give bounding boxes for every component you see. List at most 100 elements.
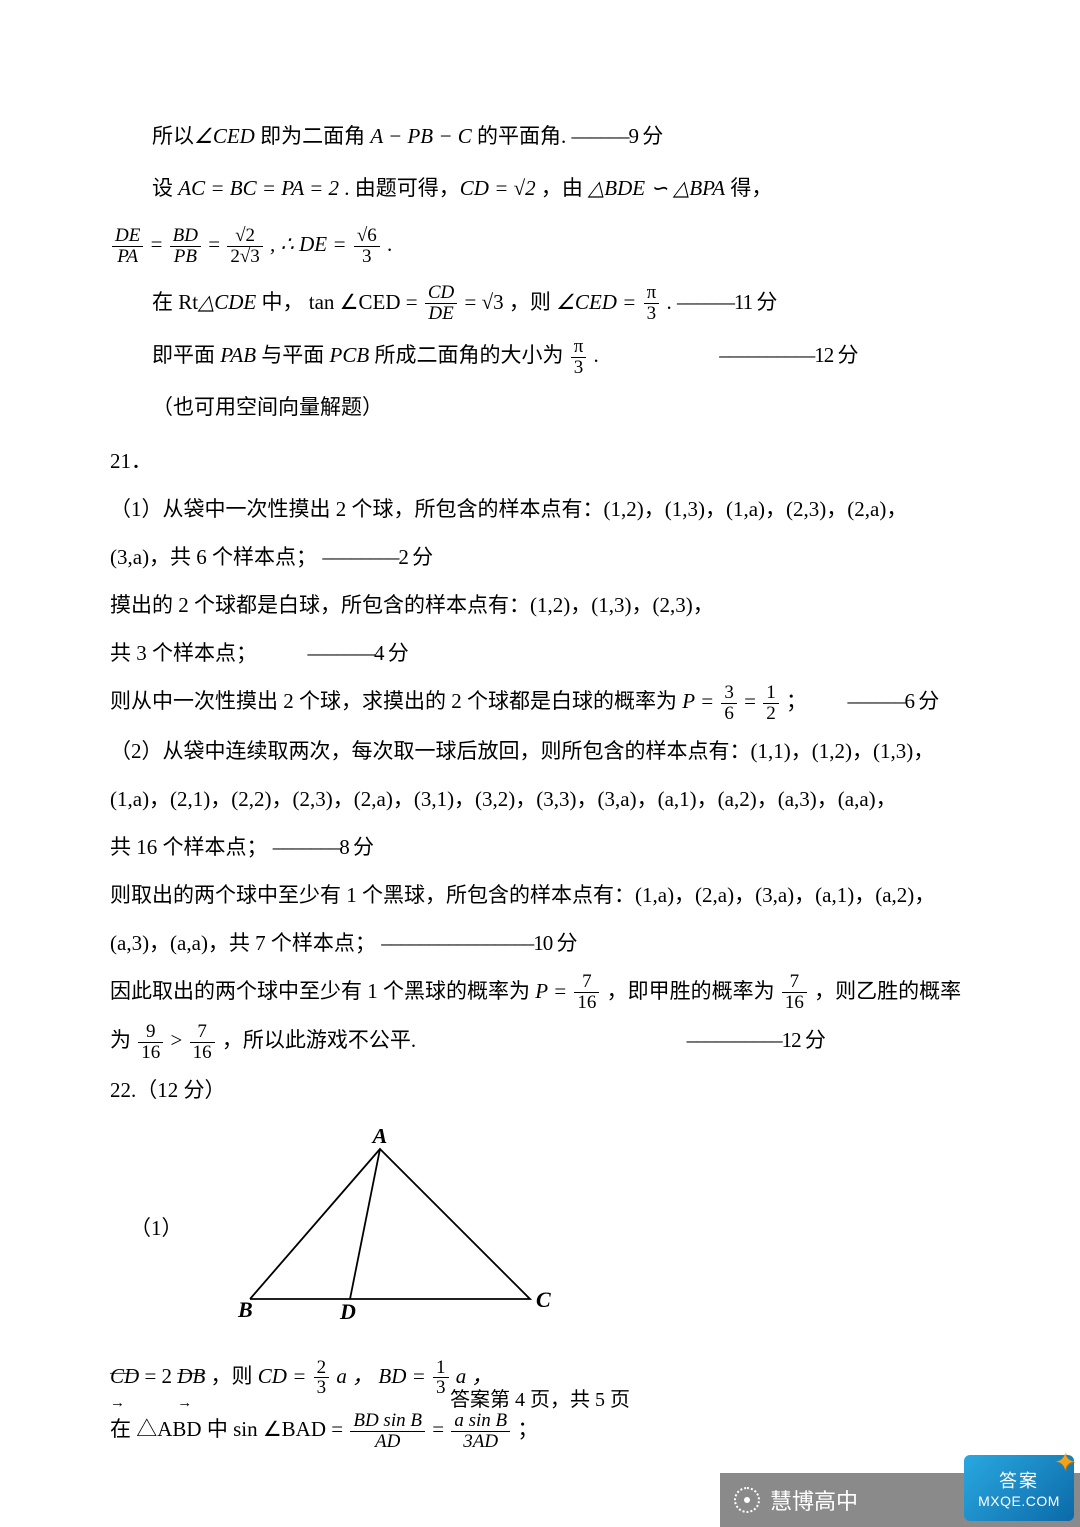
frac-3-6: 36 bbox=[721, 683, 737, 724]
den: 16 bbox=[138, 1043, 163, 1063]
num: 7 bbox=[782, 972, 807, 993]
gt: > bbox=[171, 1028, 188, 1052]
dot: . bbox=[387, 232, 392, 256]
eq: = bbox=[208, 232, 225, 256]
num: a sin B bbox=[451, 1411, 510, 1432]
txt: . 由题可得， bbox=[339, 176, 460, 200]
score-dash: ––––––––––12 分 bbox=[719, 343, 857, 367]
txt: 则取出的两个球中至少有 1 个黑球，所包含的样本点有： bbox=[110, 883, 635, 907]
tan: tan ∠CED = bbox=[309, 290, 423, 314]
q21-9: (a,3)，(a,a)，共 7 个样本点； ––––––––––––––––10… bbox=[110, 922, 970, 964]
score-dash: ­­­­­­­­­­­­­­­­­­­­­­­­­­­­­­­­­­––––––… bbox=[572, 124, 663, 148]
sin: sin ∠BAD = bbox=[233, 1417, 348, 1441]
p: P = bbox=[682, 689, 719, 713]
txt: 因此取出的两个球中至少有 1 个黑球的概率为 bbox=[110, 979, 535, 1003]
txt: 所成二面角的大小为 bbox=[369, 343, 563, 367]
txt: (3,a)，共 6 个样本点； bbox=[110, 545, 317, 569]
txt: (a,3)，(a,a)，共 7 个样本点； bbox=[110, 931, 376, 955]
badge-bottom: MXQE.COM bbox=[978, 1493, 1060, 1509]
q21-1b: (3,a)，共 6 个样本点； ––––––––2 分 bbox=[110, 536, 970, 578]
q21-7: 共 16 个样本点； –––––––8 分 bbox=[110, 826, 970, 868]
den: 16 bbox=[782, 993, 807, 1013]
txt: ； bbox=[786, 689, 807, 713]
num: CD bbox=[425, 283, 457, 304]
num: 3 bbox=[721, 683, 737, 704]
frac-pi3: π3 bbox=[644, 283, 660, 324]
frac-asinb: a sin B3AD bbox=[451, 1411, 510, 1452]
txt: 在 △ABD 中 bbox=[110, 1417, 233, 1441]
line-5: 即平面 PAB 与平面 PCB 所成二面角的大小为 π3 . –––––––––… bbox=[110, 334, 970, 378]
q21-10: 因此取出的两个球中至少有 1 个黑球的概率为 P = 716 ，即甲胜的概率为 … bbox=[110, 970, 970, 1014]
q21-heading: 21． bbox=[110, 440, 970, 482]
den: 2√3 bbox=[227, 247, 262, 267]
q21-8: 则取出的两个球中至少有 1 个黑球，所包含的样本点有：(1,a)，(2,a)，(… bbox=[110, 874, 970, 916]
eq: = bbox=[432, 1417, 449, 1441]
num: π bbox=[644, 283, 660, 304]
watermark-logo-icon bbox=[734, 1487, 760, 1513]
txt: 得， bbox=[725, 176, 772, 200]
txt: 所以 bbox=[152, 124, 194, 148]
pcb: PCB bbox=[330, 343, 370, 367]
pts: (1,1)，(1,2)，(1,3)， bbox=[751, 739, 935, 763]
txt: 设 bbox=[152, 176, 178, 200]
den: 3 bbox=[644, 304, 660, 324]
line-1: 所以∠CED 即为二面角 A − PB − C 的平面角. ­­­­­­­­­­… bbox=[110, 115, 970, 157]
den: 3 bbox=[354, 247, 380, 267]
den: 6 bbox=[721, 704, 737, 724]
den: 2 bbox=[763, 704, 779, 724]
q21-3: 共 3 个样本点； –––––––4 分 bbox=[110, 632, 970, 674]
txt: ，即甲胜的概率为 bbox=[607, 979, 775, 1003]
pts: (1,2)，(1,3)，(1,a)，(2,3)，(2,a)， bbox=[604, 497, 908, 521]
den: 16 bbox=[574, 993, 599, 1013]
num: 2 bbox=[314, 1358, 330, 1379]
den: AD bbox=[350, 1432, 425, 1452]
frac-7-16b: 716 bbox=[782, 972, 807, 1013]
triangle-svg: A B D C bbox=[180, 1129, 560, 1329]
watermark-badge: ✦ 答案 MXQE.COM bbox=[964, 1455, 1074, 1521]
num: √2 bbox=[227, 226, 262, 247]
similar: △BDE ∽ △BPA bbox=[588, 176, 725, 200]
page-content: 所以∠CED 即为二面角 A − PB − C 的平面角. ­­­­­­­­­­… bbox=[0, 0, 1080, 1478]
frac-sqrt6: √63 bbox=[354, 226, 380, 267]
den: PA bbox=[112, 247, 143, 267]
line-2: 设 AC = BC = PA = 2 . 由题可得，CD = √2 ，由 △BD… bbox=[110, 167, 970, 209]
num: 7 bbox=[574, 972, 599, 993]
num: 9 bbox=[138, 1022, 163, 1043]
badge-corner-icon: ✦ bbox=[1054, 1447, 1076, 1478]
score-dash: ––––––––2 分 bbox=[322, 545, 432, 569]
label-b: B bbox=[237, 1297, 253, 1322]
txt: 共 3 个样本点； bbox=[110, 641, 257, 665]
num: √6 bbox=[354, 226, 380, 247]
dot: . bbox=[594, 343, 599, 367]
triangle-figure: （1） A B D C bbox=[110, 1129, 970, 1343]
line-6: （也可用空间向量解题） bbox=[110, 386, 970, 428]
q21-11: 为 916 > 716 ，所以此游戏不公平. ––––––––––12 分 bbox=[110, 1019, 970, 1063]
triangle-outline bbox=[250, 1149, 530, 1299]
q21-1: （1）从袋中一次性摸出 2 个球，所包含的样本点有：(1,2)，(1,3)，(1… bbox=[110, 488, 970, 530]
score-dash: ––––––––––12 分 bbox=[687, 1028, 825, 1052]
watermark-text: 慧博高中 bbox=[770, 1484, 858, 1516]
frac-1-2: 12 bbox=[763, 683, 779, 724]
frac-7-16c: 716 bbox=[190, 1022, 215, 1063]
q21-6: (1,a)，(2,1)，(2,2)，(2,3)，(2,a)，(3,1)，(3,2… bbox=[110, 778, 970, 820]
txt: 即为二面角 bbox=[255, 124, 371, 148]
txt: 则从中一次性摸出 2 个球，求摸出的 2 个球都是白球的概率为 bbox=[110, 689, 682, 713]
eq: = bbox=[744, 689, 761, 713]
semi: ； bbox=[517, 1417, 538, 1441]
dihedral: A − PB − C bbox=[370, 124, 471, 148]
label-a: A bbox=[371, 1129, 388, 1148]
frac-bdsinb: BD sin BAD bbox=[350, 1411, 425, 1452]
q22-heading: 22.（12 分） bbox=[110, 1069, 970, 1111]
label-d: D bbox=[339, 1299, 356, 1324]
score-dash: –––––––8 分 bbox=[273, 835, 373, 859]
den: PB bbox=[170, 247, 201, 267]
txt: = √3 ，则 bbox=[464, 290, 556, 314]
num: BD sin B bbox=[350, 1411, 425, 1432]
frac-cd-de: CDDE bbox=[425, 283, 457, 324]
q22-l2: 在 △ABD 中 sin ∠BAD = BD sin BAD = a sin B… bbox=[110, 1408, 970, 1452]
p: P = bbox=[535, 979, 572, 1003]
txt: 即平面 bbox=[152, 343, 220, 367]
txt: 的平面角. bbox=[472, 124, 572, 148]
txt: （1）从袋中一次性摸出 2 个球，所包含的样本点有： bbox=[110, 497, 604, 521]
txt: 共 16 个样本点； bbox=[110, 835, 268, 859]
